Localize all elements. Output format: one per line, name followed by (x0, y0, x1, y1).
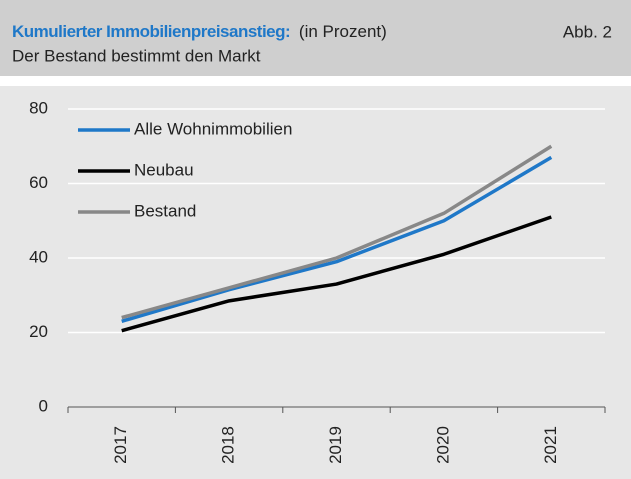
y-tick-label: 40 (29, 247, 48, 266)
legend-label: Alle Wohnimmobilien (134, 119, 292, 138)
y-tick-label: 60 (29, 173, 48, 192)
x-tick-label: 2017 (111, 426, 130, 464)
y-tick-label: 80 (29, 98, 48, 117)
legend-label: Neubau (134, 160, 194, 179)
x-tick-label: 2021 (541, 426, 560, 464)
x-tick-label: 2020 (433, 426, 452, 464)
y-tick-label: 20 (29, 322, 48, 341)
series-line (121, 215, 552, 333)
series-line (121, 155, 553, 324)
title-line: Kumulierter Immobilienpreisanstieg: (in … (12, 22, 387, 41)
y-tick-label: 0 (39, 396, 48, 415)
header-band (0, 0, 631, 76)
header-gap (0, 76, 631, 86)
series-line (121, 144, 553, 320)
subtitle: Der Bestand bestimmt den Markt (12, 46, 261, 65)
figure-label: Abb. 2 (563, 22, 612, 41)
legend-label: Bestand (134, 201, 196, 220)
x-tick-label: 2019 (326, 426, 345, 464)
unit: (in Prozent) (299, 22, 387, 41)
chart-title: Kumulierter Immobilienpreisanstieg: (12, 22, 290, 41)
x-tick-label: 2018 (219, 426, 238, 464)
